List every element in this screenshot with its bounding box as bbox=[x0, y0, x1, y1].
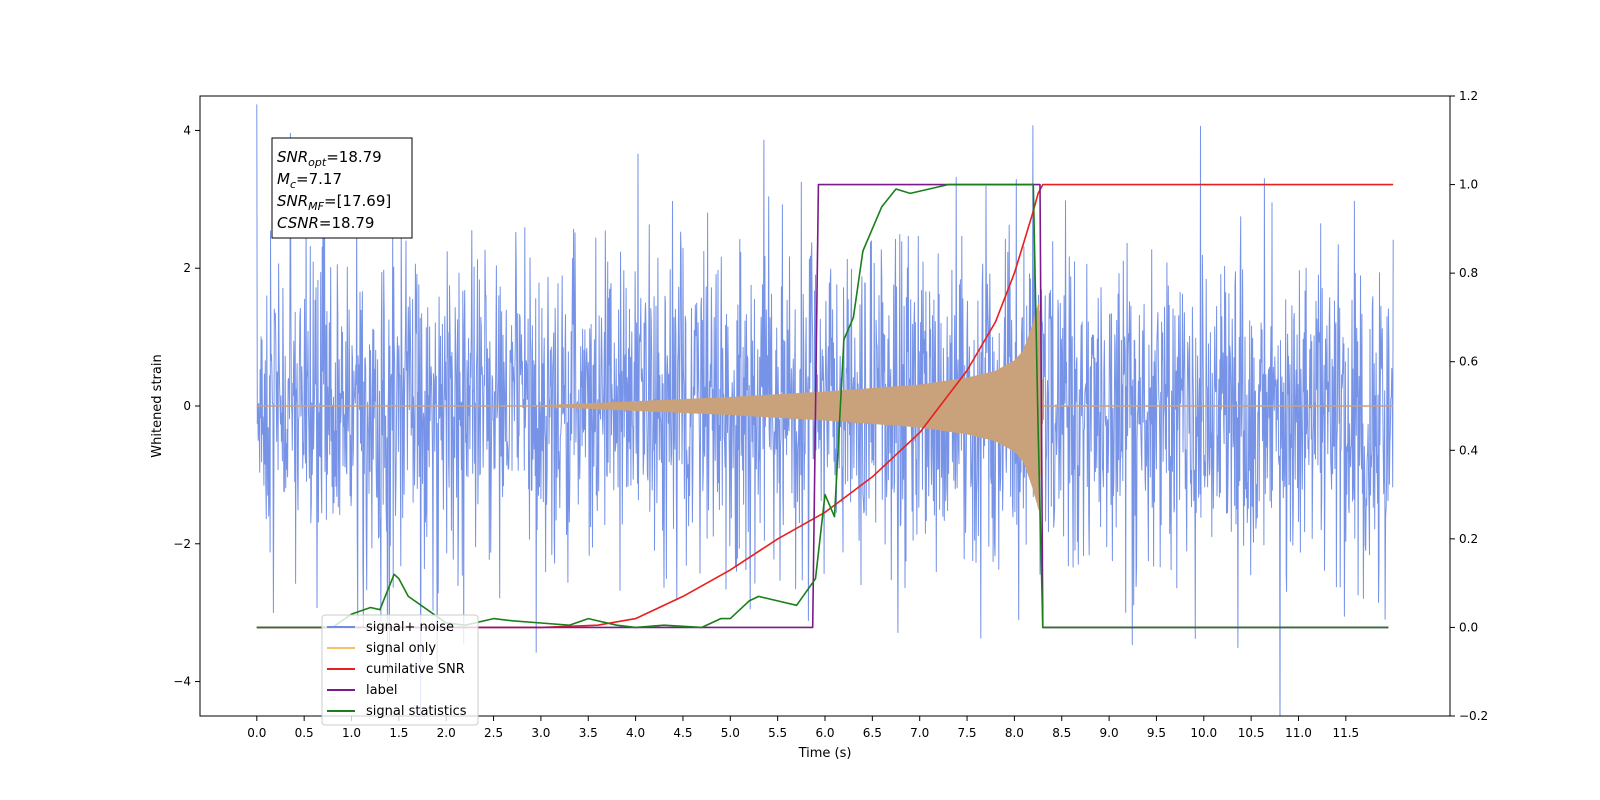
y2-tick-label: −0.2 bbox=[1459, 709, 1488, 723]
x-tick-label: 5.0 bbox=[721, 726, 740, 740]
x-tick-label: 3.5 bbox=[579, 726, 598, 740]
y-tick-label: 4 bbox=[183, 123, 191, 137]
annotation-line: SNRopt=18.79 bbox=[277, 148, 382, 169]
x-tick-label: 5.5 bbox=[768, 726, 787, 740]
y2-tick-label: 1.2 bbox=[1459, 89, 1478, 103]
series-line-4 bbox=[256, 183, 1389, 629]
x-tick-label: 8.0 bbox=[1005, 726, 1024, 740]
x-tick-label: 7.5 bbox=[957, 726, 976, 740]
legend-label: signal+ noise bbox=[366, 620, 454, 635]
x-tick-label: 7.0 bbox=[910, 726, 929, 740]
x-tick-label: 2.0 bbox=[437, 726, 456, 740]
annotation-frame bbox=[271, 137, 413, 239]
x-tick-label: 0.0 bbox=[247, 726, 266, 740]
annotation-line: SNRMF=[17.69] bbox=[277, 192, 391, 213]
x-tick-label: 10.5 bbox=[1238, 726, 1265, 740]
x-tick-label: 11.0 bbox=[1285, 726, 1312, 740]
legend: signal+ noise signal only cumilative SNR la… bbox=[321, 614, 479, 726]
x-tick-label: 11.5 bbox=[1332, 726, 1359, 740]
x-tick-label: 4.5 bbox=[673, 726, 692, 740]
y-axis-label: Whitened strain bbox=[150, 354, 165, 457]
x-tick-label: 9.5 bbox=[1147, 726, 1166, 740]
legend-label: cumilative SNR bbox=[366, 662, 465, 677]
y2-tick-label: 0.6 bbox=[1459, 355, 1478, 369]
y-axis-right: −0.2 0.0 0.2 0.4 0.6 0.8 1.0 1.2 bbox=[1450, 89, 1488, 723]
x-tick-label: 8.5 bbox=[1052, 726, 1071, 740]
x-axis: 0.0 0.5 1.0 1.5 2.0 2.5 3.0 3.5 4.0 4.5 5.0 5.5 6.0 6… bbox=[247, 716, 1359, 740]
y-axis-left: −4 −2 0 2 4 bbox=[173, 123, 200, 689]
y-tick-label: 2 bbox=[183, 261, 191, 275]
x-tick-label: 3.0 bbox=[531, 726, 550, 740]
x-tick-label: 4.0 bbox=[626, 726, 645, 740]
y2-tick-label: 0.4 bbox=[1459, 443, 1478, 457]
legend-label: signal only bbox=[366, 641, 436, 656]
x-tick-label: 9.0 bbox=[1100, 726, 1119, 740]
y2-tick-label: 0.2 bbox=[1459, 532, 1478, 546]
y2-tick-label: 0.0 bbox=[1459, 620, 1478, 634]
x-tick-label: 1.0 bbox=[342, 726, 361, 740]
y-tick-label: −4 bbox=[173, 675, 191, 689]
y-tick-label: −2 bbox=[173, 537, 191, 551]
legend-frame bbox=[321, 614, 479, 726]
stats-annotation-box: SNRopt=18.79Mc=7.17SNRMF=[17.69]CSNR=18.… bbox=[271, 137, 413, 239]
x-tick-label: 10.0 bbox=[1190, 726, 1217, 740]
legend-label: label bbox=[366, 683, 397, 698]
x-tick-label: 0.5 bbox=[295, 726, 314, 740]
x-tick-label: 6.0 bbox=[815, 726, 834, 740]
series-line-1 bbox=[256, 303, 1394, 511]
y2-tick-label: 0.8 bbox=[1459, 266, 1478, 280]
legend-label: signal statistics bbox=[366, 704, 467, 719]
annotation-line: CSNR=18.79 bbox=[277, 214, 374, 232]
x-tick-label: 1.5 bbox=[389, 726, 408, 740]
y2-tick-label: 1.0 bbox=[1459, 178, 1478, 192]
x-tick-label: 2.5 bbox=[484, 726, 503, 740]
x-axis-label: Time (s) bbox=[798, 746, 852, 761]
y-tick-label: 0 bbox=[183, 399, 191, 413]
series-layer bbox=[256, 104, 1394, 716]
annotation-line: Mc=7.17 bbox=[277, 170, 342, 191]
x-tick-label: 6.5 bbox=[863, 726, 882, 740]
